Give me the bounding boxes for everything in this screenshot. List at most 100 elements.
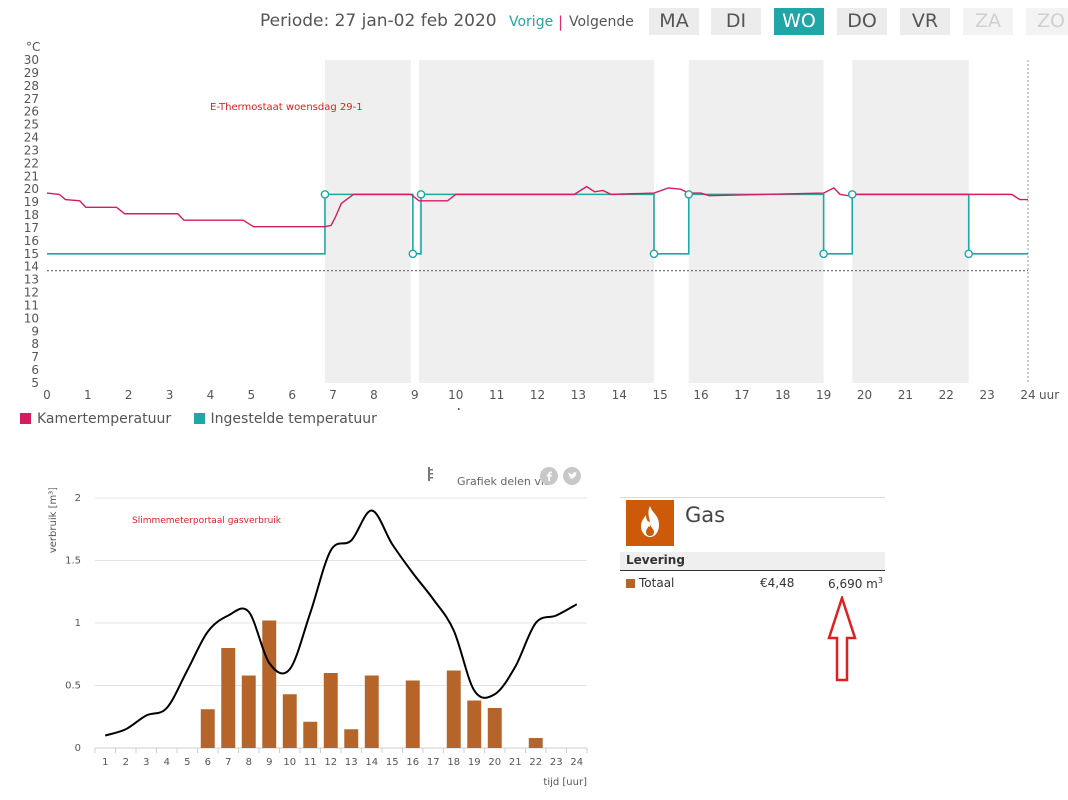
gas-title: Gas <box>685 503 726 527</box>
gas-bar <box>364 675 379 748</box>
day-button-do[interactable]: DO <box>837 8 887 35</box>
gas-x-tick: 16 <box>406 757 419 768</box>
thermostat-legend: Kamertemperatuur Ingestelde temperatuur <box>20 411 395 427</box>
link-separator: | <box>558 13 564 31</box>
setpoint-marker <box>320 190 330 199</box>
thermo-y-tick: 20 <box>24 182 39 196</box>
gas-x-tick: 3 <box>143 757 149 768</box>
gas-bar <box>221 648 236 748</box>
thermo-x-tick: 15 <box>652 388 667 402</box>
gas-x-tick: 2 <box>123 757 129 768</box>
day-button-vr[interactable]: VR <box>900 8 950 35</box>
setpoint-marker <box>819 249 828 259</box>
twitter-icon[interactable] <box>563 467 581 485</box>
thermo-x-tick: 2 <box>125 388 133 402</box>
legend-setpoint-label: Ingestelde temperatuur <box>210 411 377 427</box>
gas-bar <box>282 694 297 748</box>
day-button-ma[interactable]: MA <box>649 8 699 35</box>
gas-x-tick: 19 <box>468 757 481 768</box>
room-temp-line <box>46 185 1028 228</box>
thermo-y-tick: 24 <box>24 131 39 145</box>
gas-x-tick: 1 <box>102 757 108 768</box>
export-menu-icon[interactable] <box>425 466 435 484</box>
gas-x-tick: 11 <box>304 757 317 768</box>
gas-x-tick: 21 <box>509 757 522 768</box>
gas-x-tick: 14 <box>365 757 378 768</box>
thermo-y-tick: 12 <box>24 286 39 300</box>
gas-x-tick: 4 <box>164 757 170 768</box>
thermo-x-tick: 10 <box>448 388 463 402</box>
thermo-x-tick: 19 <box>816 388 831 402</box>
gas-bar <box>528 738 543 748</box>
flame-icon <box>626 500 674 546</box>
legend-setpoint-swatch <box>193 413 205 424</box>
thermo-y-tick: 9 <box>31 324 39 338</box>
legend-room-label: Kamertemperatuur <box>37 411 172 427</box>
heating-band <box>418 60 654 383</box>
thermo-x-tick: 18 <box>775 388 790 402</box>
thermo-x-tick: 23 <box>979 388 994 402</box>
legend-setpoint[interactable]: Ingestelde temperatuur <box>193 411 377 427</box>
gas-bar <box>262 620 277 748</box>
thermo-y-tick: 30 <box>24 53 39 67</box>
gas-bar <box>200 709 215 748</box>
setpoint-marker <box>649 249 659 259</box>
gas-x-tick: 8 <box>246 757 252 768</box>
gas-x-tick: 9 <box>266 757 272 768</box>
period-header: Periode: 27 jan-02 feb 2020 Vorige | Vol… <box>0 0 1068 44</box>
thermo-y-tick: 19 <box>24 195 39 209</box>
thermo-y-tick: 11 <box>24 298 39 312</box>
total-amount-unit: 3 <box>877 576 883 585</box>
next-link[interactable]: Volgende <box>569 14 634 30</box>
gas-y-tick: 1 <box>75 618 81 629</box>
thermo-x-tick: 17 <box>734 388 749 402</box>
thermo-x-tick: 8 <box>370 388 378 402</box>
day-button-di[interactable]: DI <box>711 8 761 35</box>
gas-x-tick: 13 <box>345 757 358 768</box>
period-label: Periode: 27 jan-02 feb 2020 <box>260 11 497 31</box>
gas-x-tick: 6 <box>205 757 211 768</box>
thermo-y-tick: 23 <box>24 143 39 157</box>
legend-room-temp[interactable]: Kamertemperatuur <box>20 411 176 427</box>
thermo-y-tick: 10 <box>24 311 39 325</box>
day-button-wo[interactable]: WO <box>774 8 824 35</box>
gas-bar <box>467 700 482 748</box>
thermo-y-tick: 13 <box>24 273 39 287</box>
thermo-x-tick: 11 <box>489 388 504 402</box>
gas-bar <box>241 675 256 748</box>
setpoint-marker <box>964 249 974 259</box>
facebook-icon[interactable] <box>540 467 558 485</box>
setpoint-marker <box>847 190 857 199</box>
gas-x-tick: 5 <box>184 757 190 768</box>
day-button-za: ZA <box>963 8 1013 35</box>
gas-panel-divider <box>620 497 885 498</box>
red-arrow-annotation <box>827 596 857 682</box>
axis-dot <box>458 408 460 410</box>
heating-band <box>324 60 411 383</box>
thermo-y-tick: 15 <box>24 247 39 261</box>
gas-x-tick: 18 <box>447 757 460 768</box>
thermo-x-tick: 1 <box>84 388 92 402</box>
thermo-y-tick: 17 <box>24 221 39 235</box>
gas-x-label: tijd [uur] <box>543 777 587 788</box>
thermo-x-tick: 3 <box>166 388 174 402</box>
share-label: Grafiek delen via <box>457 475 551 488</box>
setpoint-marker <box>408 249 418 259</box>
thermo-x-tick: 9 <box>411 388 419 402</box>
gas-x-tick: 23 <box>550 757 563 768</box>
total-amount: 6,690 m3 <box>828 576 883 591</box>
gas-bar <box>303 721 318 748</box>
previous-link[interactable]: Vorige <box>509 14 554 30</box>
gas-x-tick: 22 <box>529 757 542 768</box>
thermo-y-tick: 8 <box>31 337 39 351</box>
thermo-y-tick: 6 <box>31 363 39 377</box>
thermo-annotation: E-Thermostaat woensdag 29-1 <box>210 102 363 113</box>
thermo-y-tick: 7 <box>31 350 39 364</box>
thermo-x-tick: 4 <box>207 388 215 402</box>
heating-band <box>852 60 969 383</box>
gas-y-tick: 0 <box>75 743 81 754</box>
gas-usage-line <box>104 509 578 737</box>
thermo-y-unit: °C <box>26 40 40 54</box>
thermo-x-tick: 5 <box>248 388 256 402</box>
total-amount-value: 6,690 m <box>828 577 878 591</box>
